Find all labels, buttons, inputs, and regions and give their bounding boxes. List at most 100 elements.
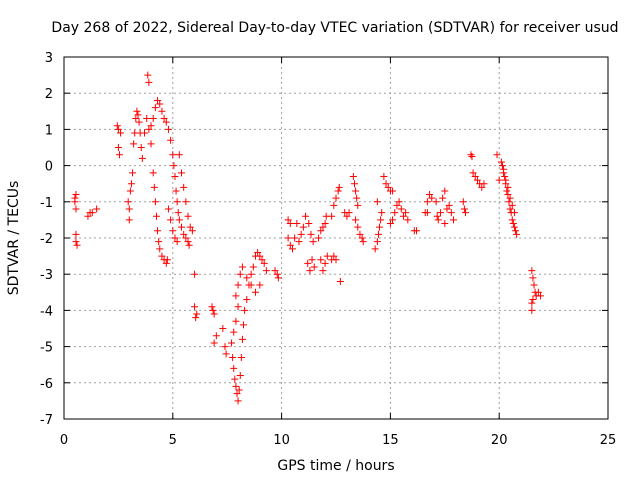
data-points <box>71 71 545 405</box>
data-point <box>236 372 244 380</box>
data-point <box>537 292 545 300</box>
data-point <box>310 263 318 271</box>
data-point <box>502 176 510 184</box>
data-point <box>389 216 397 224</box>
data-point <box>262 267 270 275</box>
data-point <box>271 267 279 275</box>
data-point <box>212 332 220 340</box>
data-point <box>423 209 431 217</box>
data-point <box>399 212 407 220</box>
data-point <box>113 122 121 130</box>
data-point <box>143 115 151 123</box>
data-point <box>247 270 255 278</box>
data-point <box>345 209 353 217</box>
data-point <box>319 223 327 231</box>
data-point <box>72 230 80 238</box>
data-point <box>233 390 241 398</box>
data-point <box>229 353 237 361</box>
data-point <box>114 125 122 133</box>
data-point <box>240 321 248 329</box>
data-point <box>156 100 164 108</box>
data-point <box>172 187 180 195</box>
data-point <box>84 212 92 220</box>
data-point <box>178 223 186 231</box>
data-point <box>130 140 138 148</box>
data-point <box>163 256 171 264</box>
data-point <box>321 220 329 228</box>
data-point <box>315 234 323 242</box>
data-point <box>461 209 469 217</box>
data-point <box>480 180 488 188</box>
data-point <box>295 238 303 246</box>
data-point <box>182 198 190 206</box>
data-point <box>441 187 449 195</box>
data-point <box>374 230 382 238</box>
data-point <box>71 198 79 206</box>
data-point <box>230 328 238 336</box>
data-point <box>450 216 458 224</box>
y-tick-label: -3 <box>40 268 53 283</box>
y-tick-label: -1 <box>40 196 53 211</box>
data-point <box>273 270 281 278</box>
data-point <box>356 230 364 238</box>
data-point <box>371 245 379 253</box>
data-point <box>127 180 135 188</box>
data-point <box>386 220 394 228</box>
data-point <box>184 212 192 220</box>
data-point <box>124 198 132 206</box>
data-point <box>317 227 325 235</box>
data-point <box>72 191 80 199</box>
data-point <box>291 234 299 242</box>
grid-lines <box>64 57 608 419</box>
data-point <box>162 259 170 267</box>
data-point <box>413 227 421 235</box>
data-point <box>180 230 188 238</box>
x-tick-label: 5 <box>169 433 177 448</box>
y-tick-label: 0 <box>45 160 53 175</box>
data-point <box>530 281 538 289</box>
data-point <box>231 375 239 383</box>
data-point <box>251 288 259 296</box>
data-point <box>306 267 314 275</box>
data-point <box>529 296 537 304</box>
data-point <box>302 212 310 220</box>
data-point <box>219 325 227 332</box>
data-point <box>460 205 468 213</box>
data-point <box>328 212 336 220</box>
data-point <box>167 216 175 224</box>
data-point <box>284 234 292 242</box>
y-axis-ticks: -7 -6 -5 -4 -3 -2 -1 0 1 2 3 <box>40 51 608 428</box>
data-point <box>352 216 360 224</box>
data-point <box>238 263 246 271</box>
data-point <box>170 162 178 170</box>
data-point <box>171 234 179 242</box>
data-point <box>125 205 133 213</box>
data-point <box>129 169 137 177</box>
data-point <box>191 303 199 311</box>
data-point <box>188 227 196 235</box>
data-point <box>72 205 80 213</box>
data-point <box>145 78 153 86</box>
data-point <box>297 230 305 238</box>
y-tick-label: -6 <box>40 377 53 392</box>
data-point <box>173 238 181 246</box>
data-point <box>125 216 133 224</box>
data-point <box>508 201 516 209</box>
data-point <box>382 180 390 188</box>
data-point <box>434 216 442 224</box>
data-point <box>169 227 177 235</box>
data-point <box>141 129 149 137</box>
data-point <box>147 140 155 148</box>
data-point <box>158 252 166 260</box>
data-point <box>395 198 403 206</box>
data-point <box>150 183 158 191</box>
data-point <box>209 306 217 314</box>
data-point <box>243 274 251 282</box>
data-point <box>332 194 340 202</box>
data-point <box>234 303 242 311</box>
data-point <box>528 299 536 307</box>
data-point <box>115 151 123 159</box>
data-point <box>155 238 163 246</box>
data-point <box>509 220 517 228</box>
